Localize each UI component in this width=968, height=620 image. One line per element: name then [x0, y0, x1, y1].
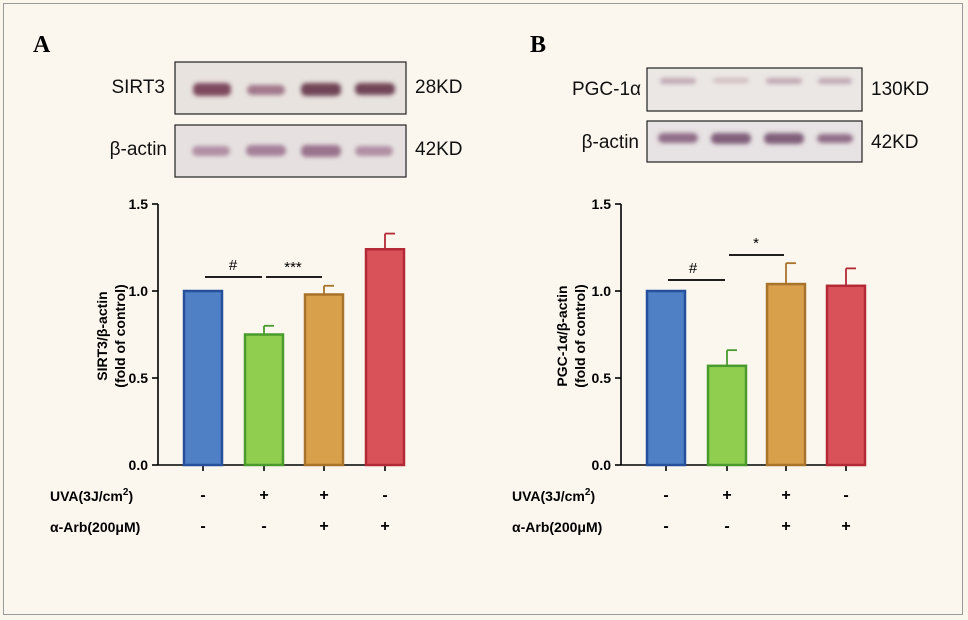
panel-letter: B	[530, 32, 546, 58]
significance-label: ***	[284, 259, 302, 276]
uva-row-label: UVA(3J/cm2)	[50, 487, 133, 504]
panel-a: A SIRT3 28KD β-actin 42KD SIRT3/β-actin …	[33, 32, 463, 535]
y-tick-label: 1.0	[129, 283, 149, 299]
bar	[182, 289, 224, 467]
bar	[825, 284, 867, 467]
arb-mark: -	[724, 518, 729, 535]
panel-b: B PGC-1α 130KD β-actin 42KD PGC-1α/β-act…	[512, 32, 929, 535]
arb-mark: +	[781, 518, 790, 535]
blot-size-label: 42KD	[871, 132, 919, 153]
bar	[706, 364, 748, 467]
y-tick-label: 0.5	[129, 370, 149, 386]
blot-protein-label: SIRT3	[111, 77, 165, 98]
treatment-table: UVA(3J/cm2) α-Arb(200μM) - + + - - - + +	[512, 487, 851, 535]
uva-mark: +	[259, 487, 268, 504]
y-axis-label: (fold of control)	[572, 284, 588, 387]
y-tick-label: 1.5	[129, 196, 149, 212]
bar	[303, 293, 345, 467]
y-tick-label: 0.5	[592, 370, 612, 386]
bar	[243, 333, 285, 467]
blot-bands	[193, 83, 395, 96]
blot-bands	[660, 78, 852, 84]
uva-row-label: UVA(3J/cm2)	[512, 487, 595, 504]
arb-row-label: α-Arb(200μM)	[512, 519, 602, 535]
uva-mark: +	[319, 487, 328, 504]
y-axis-label: SIRT3/β-actin	[94, 291, 110, 380]
blot-protein-label: PGC-1α	[572, 79, 641, 100]
arb-mark: +	[380, 518, 389, 535]
significance-label: #	[229, 257, 238, 274]
blot-size-label: 28KD	[415, 77, 463, 98]
arb-mark: +	[319, 518, 328, 535]
western-blot-image	[646, 67, 863, 112]
blot-protein-label: β-actin	[582, 132, 639, 153]
arb-mark: -	[200, 518, 205, 535]
y-axis-label: (fold of control)	[112, 284, 128, 387]
y-tick-label: 0.0	[592, 457, 612, 473]
significance-label: *	[753, 235, 759, 252]
arb-row-label: α-Arb(200μM)	[50, 519, 140, 535]
bar	[364, 247, 406, 467]
panel-letter: A	[33, 32, 51, 58]
bar-chart: PGC-1α/β-actin (fold of control) 1.5 1.0 0…	[554, 196, 867, 473]
blot-size-label: 42KD	[415, 139, 463, 160]
bar	[645, 289, 687, 467]
bar	[765, 282, 807, 467]
y-tick-label: 1.0	[592, 283, 612, 299]
blot-protein-label: β-actin	[110, 139, 167, 160]
uva-mark: -	[200, 487, 205, 504]
arb-mark: +	[841, 518, 850, 535]
y-axis-label: PGC-1α/β-actin	[554, 285, 570, 386]
uva-mark: -	[663, 487, 668, 504]
blot-bands	[658, 133, 853, 144]
y-tick-label: 0.0	[129, 457, 149, 473]
treatment-table: UVA(3J/cm2) α-Arb(200μM) - + + - - - + +	[50, 487, 390, 535]
uva-mark: -	[843, 487, 848, 504]
uva-mark: -	[382, 487, 387, 504]
y-tick-label: 1.5	[592, 196, 612, 212]
arb-mark: -	[663, 518, 668, 535]
uva-mark: +	[722, 487, 731, 504]
uva-mark: +	[781, 487, 790, 504]
bar-chart: SIRT3/β-actin (fold of control) 1.5 1.0 0.…	[94, 196, 406, 473]
arb-mark: -	[261, 518, 266, 535]
blot-size-label: 130KD	[871, 79, 929, 100]
significance-label: #	[689, 260, 698, 277]
blot-bands	[192, 145, 393, 157]
